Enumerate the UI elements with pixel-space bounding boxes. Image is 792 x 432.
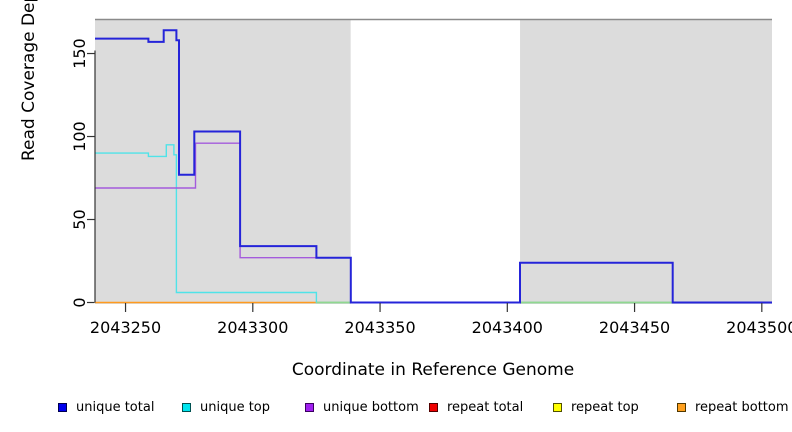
legend-item-label: repeat top <box>571 399 639 415</box>
legend-swatch-icon <box>305 402 314 412</box>
y-tick-label: 150 <box>70 38 89 69</box>
legend-item-unique-top: unique top <box>182 399 270 415</box>
legend-item-repeat-bottom: repeat bottom <box>677 399 789 415</box>
legend-item-repeat-total: repeat total <box>429 399 523 415</box>
legend-item-label: unique bottom <box>323 399 419 415</box>
y-tick-label: 0 <box>70 297 89 307</box>
legend-swatch-icon <box>429 402 438 412</box>
legend-item-label: unique top <box>200 399 271 415</box>
legend-item-unique-total: unique total <box>58 399 154 415</box>
shaded-region-shaded-left <box>95 19 351 304</box>
legend-item-unique-bottom: unique bottom <box>305 399 419 415</box>
legend-swatch-icon <box>553 402 562 412</box>
x-tick-label: 2043300 <box>217 318 288 337</box>
legend-item-label: unique total <box>76 399 155 415</box>
x-tick-label: 2043400 <box>472 318 543 337</box>
x-tick-label: 2043350 <box>344 318 415 337</box>
legend-swatch-icon <box>182 402 191 412</box>
shaded-region-shaded-right <box>520 19 772 304</box>
legend-swatch-icon <box>677 402 686 412</box>
series-unique-total <box>95 29 772 304</box>
y-tick-label: 50 <box>70 209 89 229</box>
legend-item-label: repeat total <box>447 399 524 415</box>
x-tick-label: 2043450 <box>599 318 670 337</box>
x-tick-label: 2043250 <box>90 318 161 337</box>
legend-item-repeat-top: repeat top <box>553 399 639 415</box>
shaded-region-gap-white <box>350 19 521 304</box>
x-tick-label: 2043500 <box>726 318 792 337</box>
x-axis-title: Coordinate in Reference Genome <box>291 360 575 380</box>
legend-swatch-icon <box>58 402 67 412</box>
y-tick-label: 100 <box>70 121 89 152</box>
series-unique-top <box>95 144 772 304</box>
legend-item-label: repeat bottom <box>695 399 789 415</box>
